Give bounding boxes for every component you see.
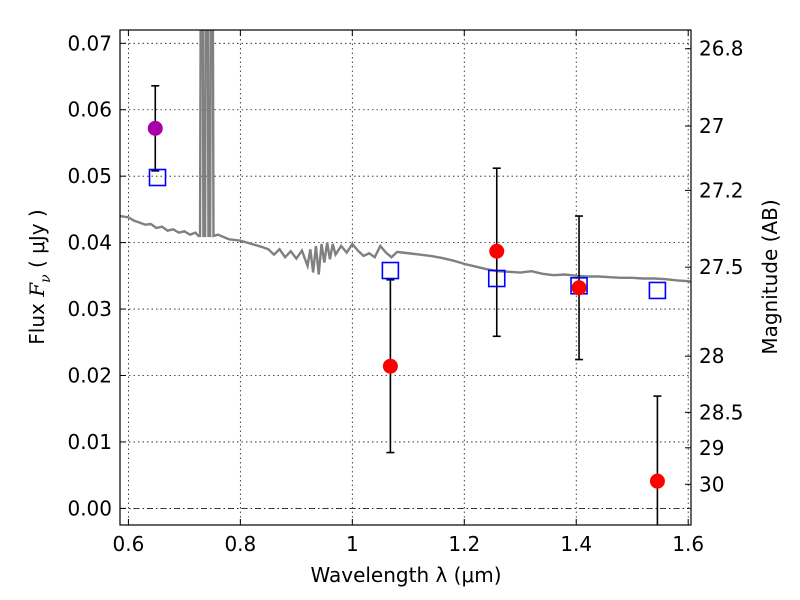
model-photometry-square — [487, 269, 506, 288]
model-photometry-square — [381, 261, 400, 280]
y-axis-label-sub: ν — [38, 274, 54, 283]
observed-photometry-point — [571, 280, 587, 296]
mag-tick-label: 27.2 — [699, 178, 744, 202]
x-axis-label: Wavelength λ (μm) — [310, 563, 501, 587]
model-sed-line — [120, 30, 691, 283]
y-axis-label-unit: ( μJy ) — [25, 209, 49, 274]
mag-tick-label: 27 — [699, 114, 724, 138]
y-tick-label: 0.07 — [67, 31, 112, 55]
data-marks — [120, 30, 691, 525]
x-tick-label: 0.6 — [112, 532, 144, 556]
y-axis-label-prefix: Flux — [25, 297, 49, 345]
observed-photometry-point — [147, 120, 163, 136]
mag-tick-label: 27.5 — [699, 255, 744, 279]
model-photometry-square — [148, 168, 167, 187]
x-tick-label: 0.8 — [224, 532, 256, 556]
y-tick-label: 0.02 — [67, 364, 112, 388]
mag-tick-label: 30 — [699, 472, 724, 496]
axis-ticks: 0.6 0.8 1 1.2 1.4 1.6 0.00 0.01 0.02 0.03 0.04 0.05… — [67, 30, 744, 556]
mag-tick-label: 26.8 — [699, 37, 744, 61]
mag-tick-label: 28.5 — [699, 400, 744, 424]
y-tick-label: 0.03 — [67, 297, 112, 321]
mag-tick-label: 29 — [699, 436, 724, 460]
x-tick-label: 1 — [346, 532, 359, 556]
y-axis-label-var: F — [25, 282, 49, 298]
y-tick-label: 0.01 — [67, 430, 112, 454]
x-tick-label: 1.4 — [560, 532, 592, 556]
observed-photometry-point — [649, 473, 665, 489]
x-tick-label: 1.6 — [672, 532, 704, 556]
plot-frame — [119, 29, 692, 526]
y-axis-label: Flux Fν ( μJy ) — [25, 209, 54, 344]
model-photometry-square — [648, 281, 667, 300]
y-tick-label: 0.04 — [67, 231, 112, 255]
y-tick-label: 0.00 — [67, 496, 112, 520]
magnitude-axis-label: Magnitude (AB) — [758, 199, 782, 354]
observed-photometry-point — [382, 358, 398, 374]
y-tick-label: 0.06 — [67, 98, 112, 122]
x-tick-label: 1.2 — [448, 532, 480, 556]
mag-tick-label: 28 — [699, 344, 724, 368]
observed-photometry-point — [489, 243, 505, 259]
y-tick-label: 0.05 — [67, 164, 112, 188]
